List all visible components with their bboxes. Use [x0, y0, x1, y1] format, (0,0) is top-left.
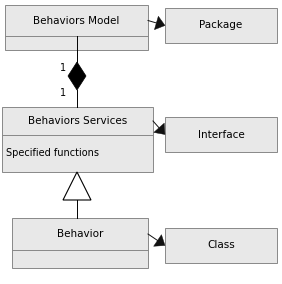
Text: Package: Package [199, 20, 243, 30]
Text: Specified functions: Specified functions [6, 149, 99, 158]
Polygon shape [154, 16, 165, 30]
Text: Behaviors Services: Behaviors Services [28, 116, 127, 126]
Polygon shape [63, 172, 91, 200]
Polygon shape [68, 62, 86, 90]
Text: Class: Class [207, 241, 235, 250]
Polygon shape [154, 235, 165, 246]
Bar [5, 5, 148, 50]
Text: 1: 1 [60, 88, 66, 98]
Bar [165, 228, 277, 263]
Text: Behaviors Model: Behaviors Model [33, 16, 120, 26]
Bar [165, 8, 277, 43]
Polygon shape [154, 123, 165, 135]
Text: Interface: Interface [198, 130, 244, 139]
Text: 1: 1 [60, 63, 66, 73]
Bar [12, 218, 148, 268]
Bar [165, 117, 277, 152]
Bar [2, 107, 153, 172]
Text: Behavior: Behavior [57, 229, 103, 239]
